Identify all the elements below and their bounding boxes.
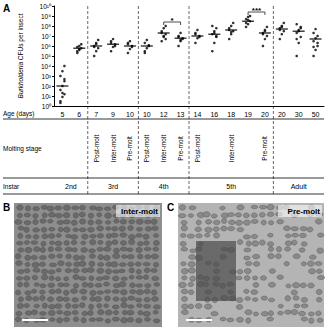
svg-text:20: 20 <box>278 111 286 118</box>
svg-text:20: 20 <box>261 111 269 118</box>
svg-text:B: B <box>3 202 10 213</box>
svg-text:10⁴: 10⁴ <box>41 63 51 70</box>
svg-text:12: 12 <box>160 111 168 118</box>
svg-text:Inter-molt: Inter-molt <box>110 135 117 163</box>
svg-text:Post-molt: Post-molt <box>194 135 201 163</box>
svg-text:Pre-molt: Pre-molt <box>288 207 321 216</box>
svg-text:6: 6 <box>77 111 81 118</box>
svg-text:Pre-molt: Pre-molt <box>261 136 268 161</box>
svg-text:10⁰: 10⁰ <box>42 103 52 110</box>
svg-text:Inter-molt: Inter-molt <box>228 135 235 163</box>
svg-text:7: 7 <box>94 111 98 118</box>
svg-text:Inter-molt: Inter-molt <box>160 135 167 163</box>
svg-text:4th: 4th <box>159 183 169 190</box>
svg-text:10⁷: 10⁷ <box>41 33 51 40</box>
svg-text:9: 9 <box>111 111 115 118</box>
svg-text:18: 18 <box>227 111 235 118</box>
svg-text:10: 10 <box>126 111 134 118</box>
svg-text:10⁶: 10⁶ <box>41 43 51 50</box>
svg-text:5th: 5th <box>226 183 236 190</box>
svg-text:2nd: 2nd <box>65 183 77 190</box>
svg-text:Post-molt: Post-molt <box>93 135 100 163</box>
svg-text:CFUs per insect: CFUs per insect <box>17 13 25 62</box>
svg-text:10⁹: 10⁹ <box>41 13 51 20</box>
svg-text:A: A <box>3 3 10 14</box>
svg-text:Instar: Instar <box>3 183 20 190</box>
svg-text:Post-molt: Post-molt <box>143 135 150 163</box>
svg-text:10: 10 <box>143 111 151 118</box>
svg-text:C: C <box>167 202 174 213</box>
svg-text:Pre-molt: Pre-molt <box>177 136 184 161</box>
svg-text:Pre-molt: Pre-molt <box>126 136 133 161</box>
svg-text:10⁸: 10⁸ <box>41 23 51 30</box>
svg-text:30: 30 <box>295 111 303 118</box>
svg-text:3rd: 3rd <box>108 183 118 190</box>
svg-text:10¹⁰: 10¹⁰ <box>40 3 52 10</box>
svg-text:Burkholderia: Burkholderia <box>17 62 24 99</box>
svg-text:10³: 10³ <box>42 73 52 80</box>
svg-text:10⁵: 10⁵ <box>41 53 51 60</box>
svg-text:50: 50 <box>312 111 320 118</box>
svg-text:10²: 10² <box>42 83 52 90</box>
svg-text:5: 5 <box>60 111 64 118</box>
svg-text:Molting stage: Molting stage <box>3 145 42 153</box>
svg-text:Adult: Adult <box>291 183 307 190</box>
svg-text:Inter-molt: Inter-molt <box>121 207 158 216</box>
svg-text:*: * <box>171 16 175 25</box>
svg-text:***: *** <box>252 6 262 15</box>
svg-text:13: 13 <box>177 111 185 118</box>
svg-text:Age (days): Age (days) <box>3 110 34 118</box>
svg-text:10¹: 10¹ <box>42 93 52 100</box>
svg-text:19: 19 <box>244 111 252 118</box>
svg-text:14: 14 <box>194 111 202 118</box>
svg-text:16: 16 <box>210 111 218 118</box>
